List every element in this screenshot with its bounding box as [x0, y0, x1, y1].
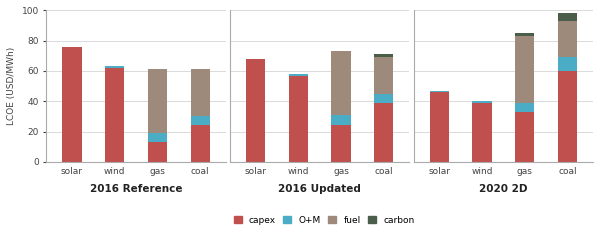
- Bar: [374, 54, 394, 57]
- Bar: [331, 115, 350, 125]
- Bar: [62, 47, 82, 162]
- Bar: [331, 125, 350, 162]
- Bar: [374, 103, 394, 162]
- Bar: [515, 103, 535, 112]
- Bar: [105, 68, 124, 162]
- Bar: [105, 67, 124, 68]
- Bar: [246, 59, 265, 162]
- Bar: [472, 101, 491, 103]
- Bar: [374, 57, 394, 94]
- Bar: [191, 116, 210, 125]
- Bar: [558, 71, 577, 162]
- Bar: [430, 91, 449, 92]
- Bar: [558, 57, 577, 71]
- Bar: [148, 70, 167, 133]
- Bar: [515, 112, 535, 162]
- Legend: capex, O+M, fuel, carbon: capex, O+M, fuel, carbon: [232, 214, 416, 226]
- Y-axis label: LCOE (USD/MWh): LCOE (USD/MWh): [7, 47, 16, 125]
- Bar: [515, 36, 535, 103]
- X-axis label: 2016 Updated: 2016 Updated: [278, 184, 361, 194]
- Bar: [289, 76, 308, 162]
- X-axis label: 2016 Reference: 2016 Reference: [90, 184, 182, 194]
- Bar: [331, 51, 350, 115]
- Bar: [148, 133, 167, 142]
- Bar: [558, 21, 577, 57]
- Bar: [191, 125, 210, 162]
- Bar: [558, 13, 577, 21]
- Bar: [289, 74, 308, 76]
- Bar: [430, 92, 449, 162]
- Bar: [472, 103, 491, 162]
- Bar: [191, 70, 210, 116]
- Bar: [515, 33, 535, 36]
- Bar: [374, 94, 394, 103]
- X-axis label: 2020 2D: 2020 2D: [479, 184, 527, 194]
- Bar: [148, 142, 167, 162]
